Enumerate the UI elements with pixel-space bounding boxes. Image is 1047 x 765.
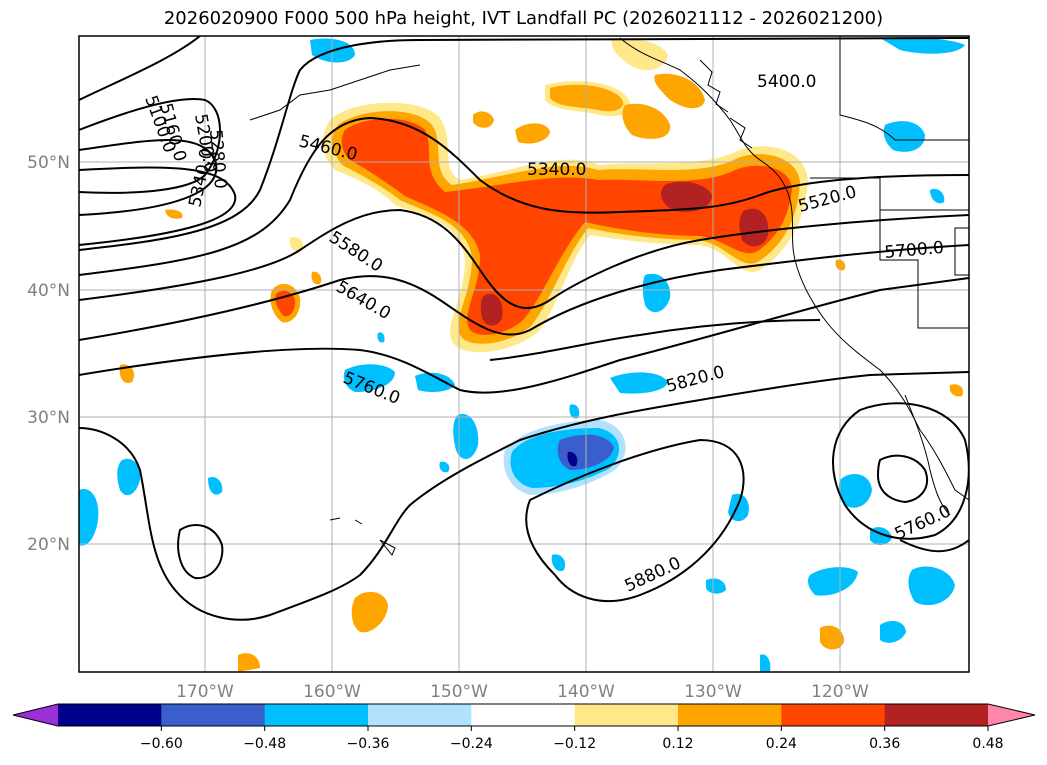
colorbar-swatch bbox=[161, 704, 266, 726]
lon-tick-label: 140°W bbox=[557, 682, 615, 702]
lat-tick-label: 30°N bbox=[27, 408, 70, 428]
graticule bbox=[79, 36, 969, 672]
lon-tick-label: 120°W bbox=[811, 682, 869, 702]
map-content bbox=[79, 36, 969, 672]
colorbar-tick-label: 0.36 bbox=[869, 736, 900, 752]
lat-tick-label: 40°N bbox=[27, 281, 70, 301]
lat-tick-label: 50°N bbox=[27, 153, 70, 173]
colorbar-tick-label: 0.48 bbox=[972, 736, 1003, 752]
colorbar-swatch bbox=[264, 704, 369, 726]
colorbar-tick-label: 0.24 bbox=[766, 736, 797, 752]
colorbar-swatch bbox=[58, 704, 162, 726]
map-title: 2026020900 F000 500 hPa height, IVT Land… bbox=[163, 8, 884, 29]
lon-tick-label: 160°W bbox=[303, 682, 361, 702]
contour-label: 5340.0 bbox=[527, 160, 586, 180]
ivt-negative-field bbox=[79, 37, 965, 672]
colorbar: −0.60 −0.48 −0.36 −0.24 −0.12 0.12 0.24 0.36 0.4… bbox=[12, 703, 1036, 752]
height-contours bbox=[79, 36, 969, 621]
colorbar-swatch bbox=[884, 704, 989, 726]
colorbar-outline bbox=[12, 703, 1036, 727]
colorbar-swatch bbox=[574, 704, 679, 726]
colorbar-tick-label: −0.36 bbox=[347, 736, 390, 752]
lat-tick-label: 20°N bbox=[27, 535, 70, 555]
colorbar-tick-label: −0.48 bbox=[243, 736, 286, 752]
lon-tick-label: 170°W bbox=[176, 682, 234, 702]
lat-tick-labels: 50°N 40°N 30°N 20°N bbox=[27, 153, 70, 555]
colorbar-tick-label: −0.60 bbox=[140, 736, 183, 752]
colorbar-tick-label: −0.12 bbox=[553, 736, 596, 752]
lon-tick-label: 130°W bbox=[684, 682, 742, 702]
contour-label: 5400.0 bbox=[757, 72, 816, 92]
colorbar-swatch bbox=[368, 704, 472, 726]
colorbar-extend-low bbox=[13, 704, 58, 726]
colorbar-tick-label: 0.12 bbox=[662, 736, 693, 752]
colorbar-swatch bbox=[471, 704, 576, 726]
ivt-positive-field bbox=[119, 38, 964, 672]
colorbar-swatch bbox=[781, 704, 886, 726]
colorbar-tick-label: −0.24 bbox=[450, 736, 493, 752]
colorbar-swatch bbox=[678, 704, 782, 726]
map-frame bbox=[78, 35, 970, 673]
lon-tick-labels: 170°W 160°W 150°W 140°W 130°W 120°W bbox=[176, 682, 869, 702]
colorbar-extend-high bbox=[988, 704, 1035, 726]
coastlines bbox=[249, 36, 969, 556]
lon-tick-label: 150°W bbox=[430, 682, 488, 702]
